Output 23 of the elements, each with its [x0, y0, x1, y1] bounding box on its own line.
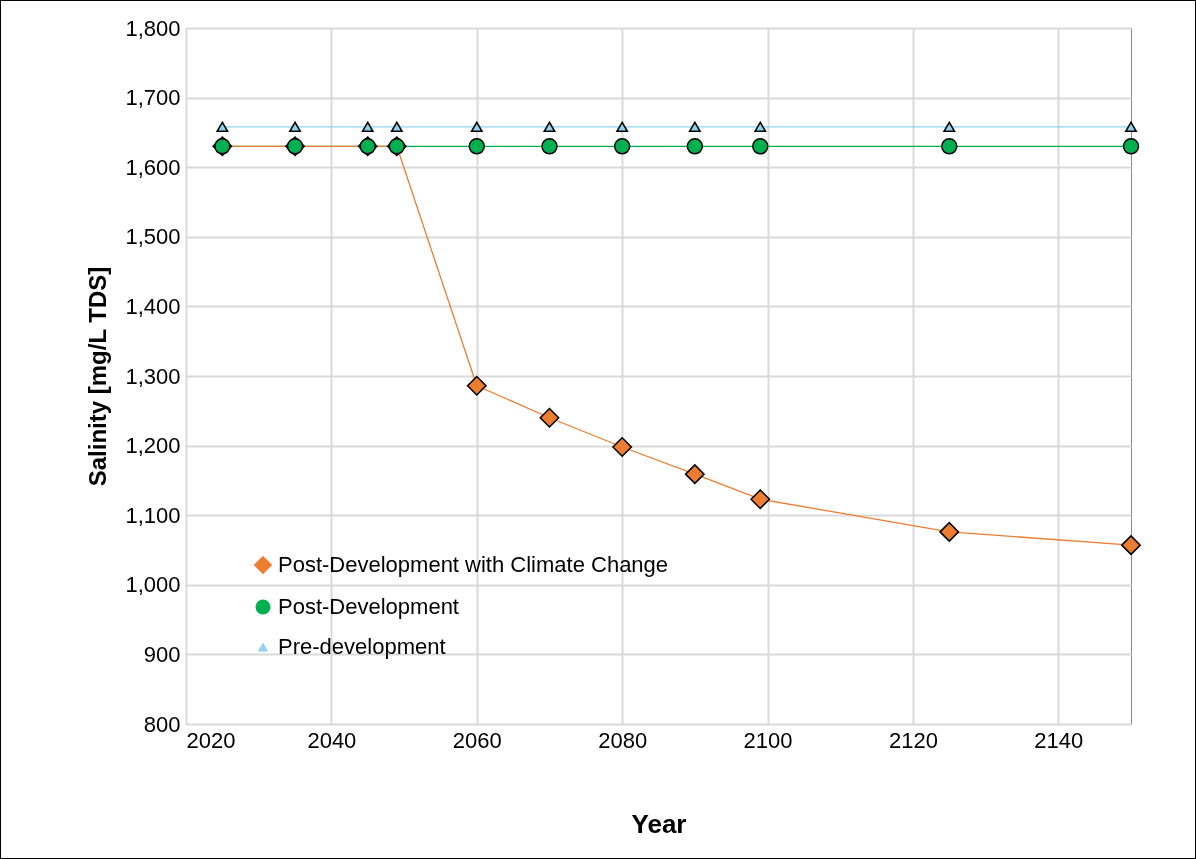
- y-tick-label: 1,600: [125, 154, 181, 180]
- x-tick-label: 2080: [598, 727, 648, 753]
- y-tick-label: 800: [143, 711, 181, 737]
- legend-label: Post-Development with Climate Change: [278, 552, 669, 577]
- x-tick-label: 2120: [888, 727, 938, 753]
- x-tick-label: 2060: [452, 727, 502, 753]
- y-tick-label: 1,300: [125, 363, 181, 389]
- y-tick-label: 1,100: [125, 502, 181, 528]
- x-axis-title: Year: [631, 808, 687, 839]
- y-tick-label: 1,800: [125, 15, 181, 41]
- x-tick-label: 2140: [1034, 727, 1084, 753]
- x-tick-label: 2040: [307, 727, 357, 753]
- y-tick-label: 1,400: [125, 293, 181, 319]
- x-tick-label: 2100: [743, 727, 793, 753]
- y-tick-label: 1,500: [125, 224, 181, 250]
- x-tick-label: 2020: [186, 727, 236, 753]
- y-tick-label: 1,200: [125, 433, 181, 459]
- legend-label: Post-Development: [278, 594, 459, 619]
- y-tick-label: 900: [143, 641, 181, 667]
- y-tick-label: 1,000: [125, 572, 181, 598]
- y-axis-title: Salinity [mg/L TDS]: [84, 266, 112, 487]
- legend-label: Pre-development: [278, 634, 446, 659]
- y-tick-label: 1,700: [125, 85, 181, 111]
